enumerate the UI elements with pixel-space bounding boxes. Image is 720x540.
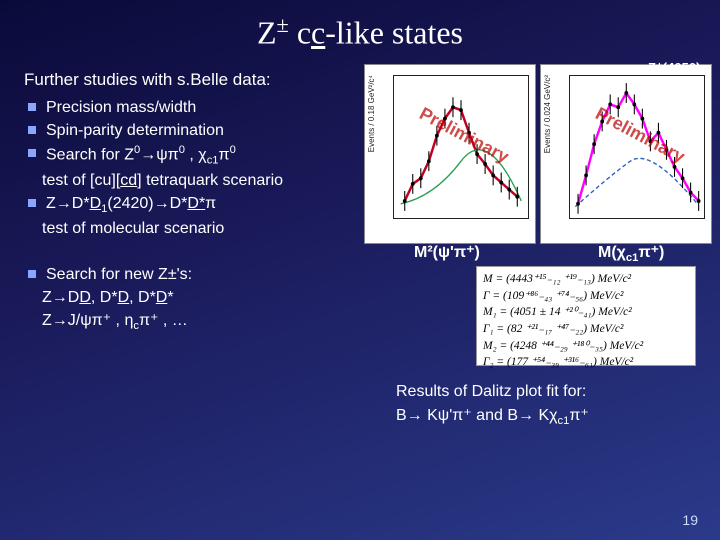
- plot-area: [569, 75, 705, 219]
- list-item: Search for new Z±'s:: [28, 263, 354, 286]
- bullet-list: Z→D*D1(2420)→D*D*π: [24, 192, 354, 217]
- indent-text: Z→DD, D*D, D*D*: [42, 286, 354, 309]
- result-caption: Results of Dalitz plot fit for: B→ Kψ'π⁺…: [396, 380, 589, 430]
- list-item: Precision mass/width: [28, 96, 354, 119]
- fit-results-box: M = (4443⁺¹⁵₋₁₂ ⁺¹⁹₋₁₃) MeV/c² Γ = (109⁺…: [476, 266, 696, 366]
- page-number: 19: [682, 512, 698, 528]
- page-title: Z± cc-like states: [0, 0, 720, 52]
- fig1-peak-label: Z⁺(4430): [404, 80, 464, 98]
- chart-svg: [570, 76, 704, 218]
- result-line: M₁ = (4051 ± 14 ⁺²⁰₋₄₁) MeV/c²: [483, 304, 689, 321]
- list-item: Search for Z0→ψπ0 , χc1π0: [28, 142, 354, 169]
- fig2-caption: M(χc1π⁺): [598, 242, 664, 264]
- indent-text: test of [cu][cd] tetraquark scenario: [42, 169, 354, 192]
- result-line: Γ₂ = (177 ⁺⁵⁴₋₃₉ ⁺³¹⁶₋₆₁) MeV/c²: [483, 354, 689, 371]
- fig2-peak-label-a: Z⁺(4050): [648, 60, 700, 76]
- bullet-list: Search for new Z±'s:: [24, 263, 354, 286]
- bullet-list: Precision mass/width Spin-parity determi…: [24, 96, 354, 169]
- result-line: Γ₁ = (82 ⁺²¹₋₁₇ ⁺⁴⁷₋₂₂) MeV/c²: [483, 321, 689, 338]
- left-column: Further studies with s.Belle data: Preci…: [24, 70, 354, 335]
- indent-text: test of molecular scenario: [42, 217, 354, 240]
- result-line: M₂ = (4248 ⁺⁴⁴₋₂₉ ⁺¹⁸⁰₋₃₅) MeV/c²: [483, 338, 689, 355]
- result-line: Γ = (109⁺⁸⁶₋₄₃ ⁺⁷⁴₋₅₆) MeV/c²: [483, 288, 689, 305]
- fig1-caption: M²(ψ'π⁺): [414, 242, 480, 262]
- subheading: Further studies with s.Belle data:: [24, 70, 354, 90]
- y-axis-label: Events / 0.024 GeV/c²: [543, 75, 552, 153]
- list-item: Spin-parity determination: [28, 119, 354, 142]
- list-item: Z→D*D1(2420)→D*D*π: [28, 192, 354, 217]
- result-line: M = (4443⁺¹⁵₋₁₂ ⁺¹⁹₋₁₃) MeV/c²: [483, 271, 689, 288]
- fig2-peak-label-b: Z⁺(4248): [648, 78, 700, 94]
- y-axis-label: Events / 0.18 GeV²/c⁴: [367, 75, 376, 152]
- indent-text: Z→J/ψπ⁺ , ηcπ⁺ , …: [42, 309, 354, 334]
